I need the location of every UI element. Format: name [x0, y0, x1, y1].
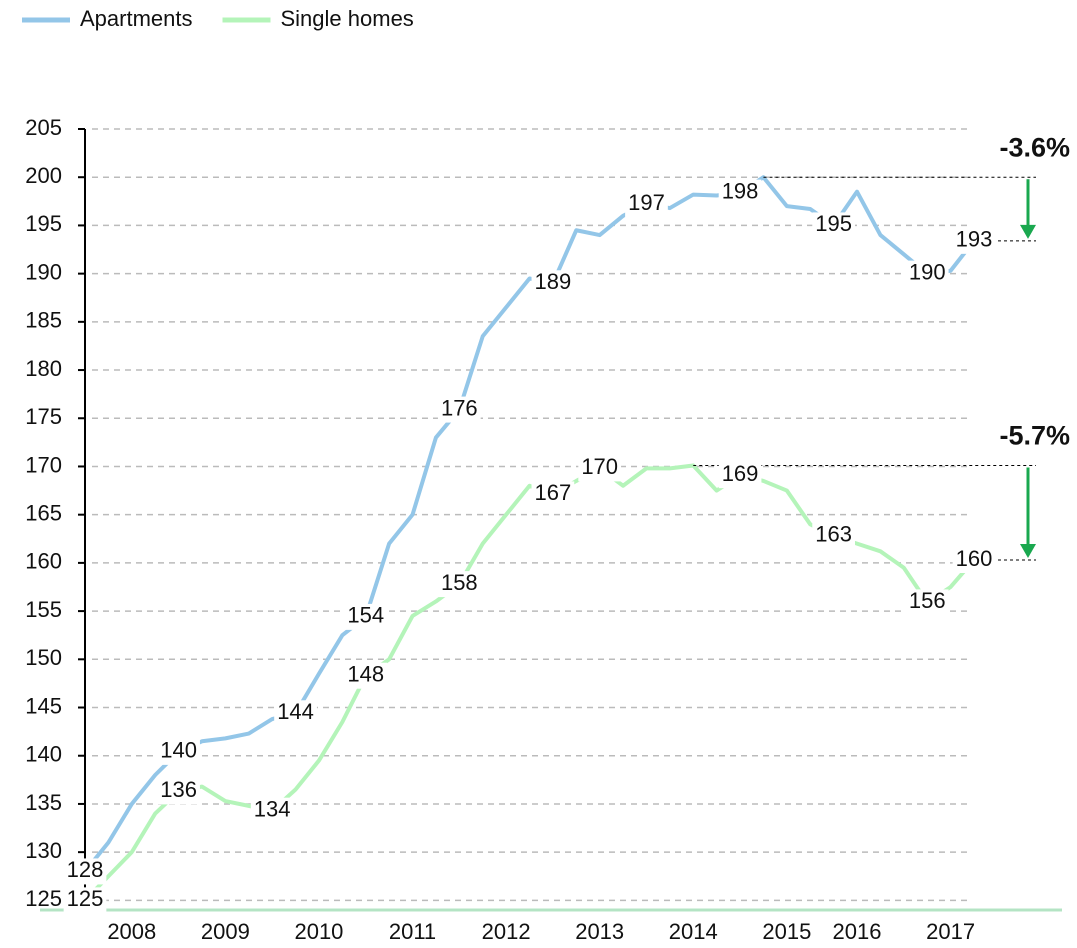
x-tick-label: 2011	[389, 919, 436, 944]
value-label-bg	[578, 455, 622, 482]
value-label: 163	[815, 522, 852, 547]
value-label-bg	[344, 603, 388, 630]
x-tick-label: 2016	[833, 919, 882, 944]
value-label-bg	[718, 462, 762, 489]
x-tick-label: 2012	[482, 919, 531, 944]
value-label: 125	[67, 886, 104, 911]
legend-label: Apartments	[80, 6, 193, 31]
value-label: 170	[581, 454, 618, 479]
y-tick-label: 185	[25, 308, 62, 333]
value-label-bg	[952, 227, 996, 254]
y-tick-label: 205	[25, 115, 62, 140]
y-tick-label: 165	[25, 500, 62, 525]
legend-label: Single homes	[281, 6, 414, 31]
value-label-bg	[63, 858, 107, 885]
value-label: 136	[160, 777, 197, 802]
y-tick-label: 200	[25, 163, 62, 188]
value-label: 156	[909, 588, 946, 613]
value-label-bg	[250, 797, 294, 824]
value-label: 148	[347, 662, 384, 687]
value-label-bg	[718, 179, 762, 206]
value-label-bg	[625, 191, 668, 218]
x-tick-label: 2017	[926, 919, 975, 944]
y-tick-label: 175	[25, 404, 62, 429]
value-label-bg	[905, 260, 949, 287]
annotation-arrowhead	[1020, 224, 1036, 239]
value-label: 189	[535, 269, 572, 294]
x-tick-label: 2014	[669, 919, 718, 944]
y-tick-label: 180	[25, 356, 62, 381]
value-label-bg	[531, 481, 575, 508]
value-label-bg	[812, 522, 855, 549]
annotation-text: -3.6%	[999, 132, 1070, 162]
value-label-bg	[531, 270, 575, 297]
y-tick-label: 140	[25, 742, 62, 767]
x-tick-label: 2010	[294, 919, 343, 944]
y-tick-label: 190	[25, 259, 62, 284]
y-tick-label: 150	[25, 645, 62, 670]
value-label: 154	[347, 603, 384, 628]
value-label: 140	[160, 738, 197, 763]
x-tick-label: 2015	[762, 919, 811, 944]
y-tick-label: 160	[25, 549, 62, 574]
value-label: 158	[441, 570, 478, 595]
y-tick-label: 125	[25, 886, 62, 911]
x-tick-label: 2013	[575, 919, 624, 944]
value-label-bg	[157, 738, 200, 765]
value-label-bg	[437, 396, 481, 423]
value-label-bg	[437, 571, 481, 598]
value-label: 167	[535, 480, 572, 505]
value-label-bg	[63, 887, 107, 914]
value-label: 134	[254, 797, 291, 822]
value-label: 128	[67, 857, 104, 882]
value-label: 190	[909, 259, 946, 284]
value-label-bg	[905, 589, 949, 616]
value-label: 193	[956, 227, 993, 252]
value-label-bg	[812, 212, 855, 239]
value-label: 144	[277, 699, 314, 724]
y-tick-label: 135	[25, 790, 62, 815]
value-label: 198	[722, 178, 759, 203]
value-label: 197	[628, 190, 665, 215]
x-tick-label: 2008	[107, 919, 156, 944]
x-tick-label: 2009	[201, 919, 250, 944]
y-tick-label: 145	[25, 693, 62, 718]
y-tick-label: 195	[25, 211, 62, 236]
value-label-bg	[157, 778, 200, 805]
y-tick-label: 155	[25, 597, 62, 622]
value-label: 160	[956, 546, 993, 571]
value-label-bg	[274, 700, 317, 727]
value-label: 195	[815, 211, 852, 236]
y-tick-label: 130	[25, 838, 62, 863]
value-label-bg	[952, 546, 996, 573]
y-tick-label: 170	[25, 452, 62, 477]
value-label: 176	[441, 395, 478, 420]
annotation-text: -5.7%	[999, 421, 1070, 451]
value-label-bg	[344, 662, 388, 689]
value-label: 169	[722, 461, 759, 486]
annotation-arrowhead	[1020, 543, 1036, 558]
